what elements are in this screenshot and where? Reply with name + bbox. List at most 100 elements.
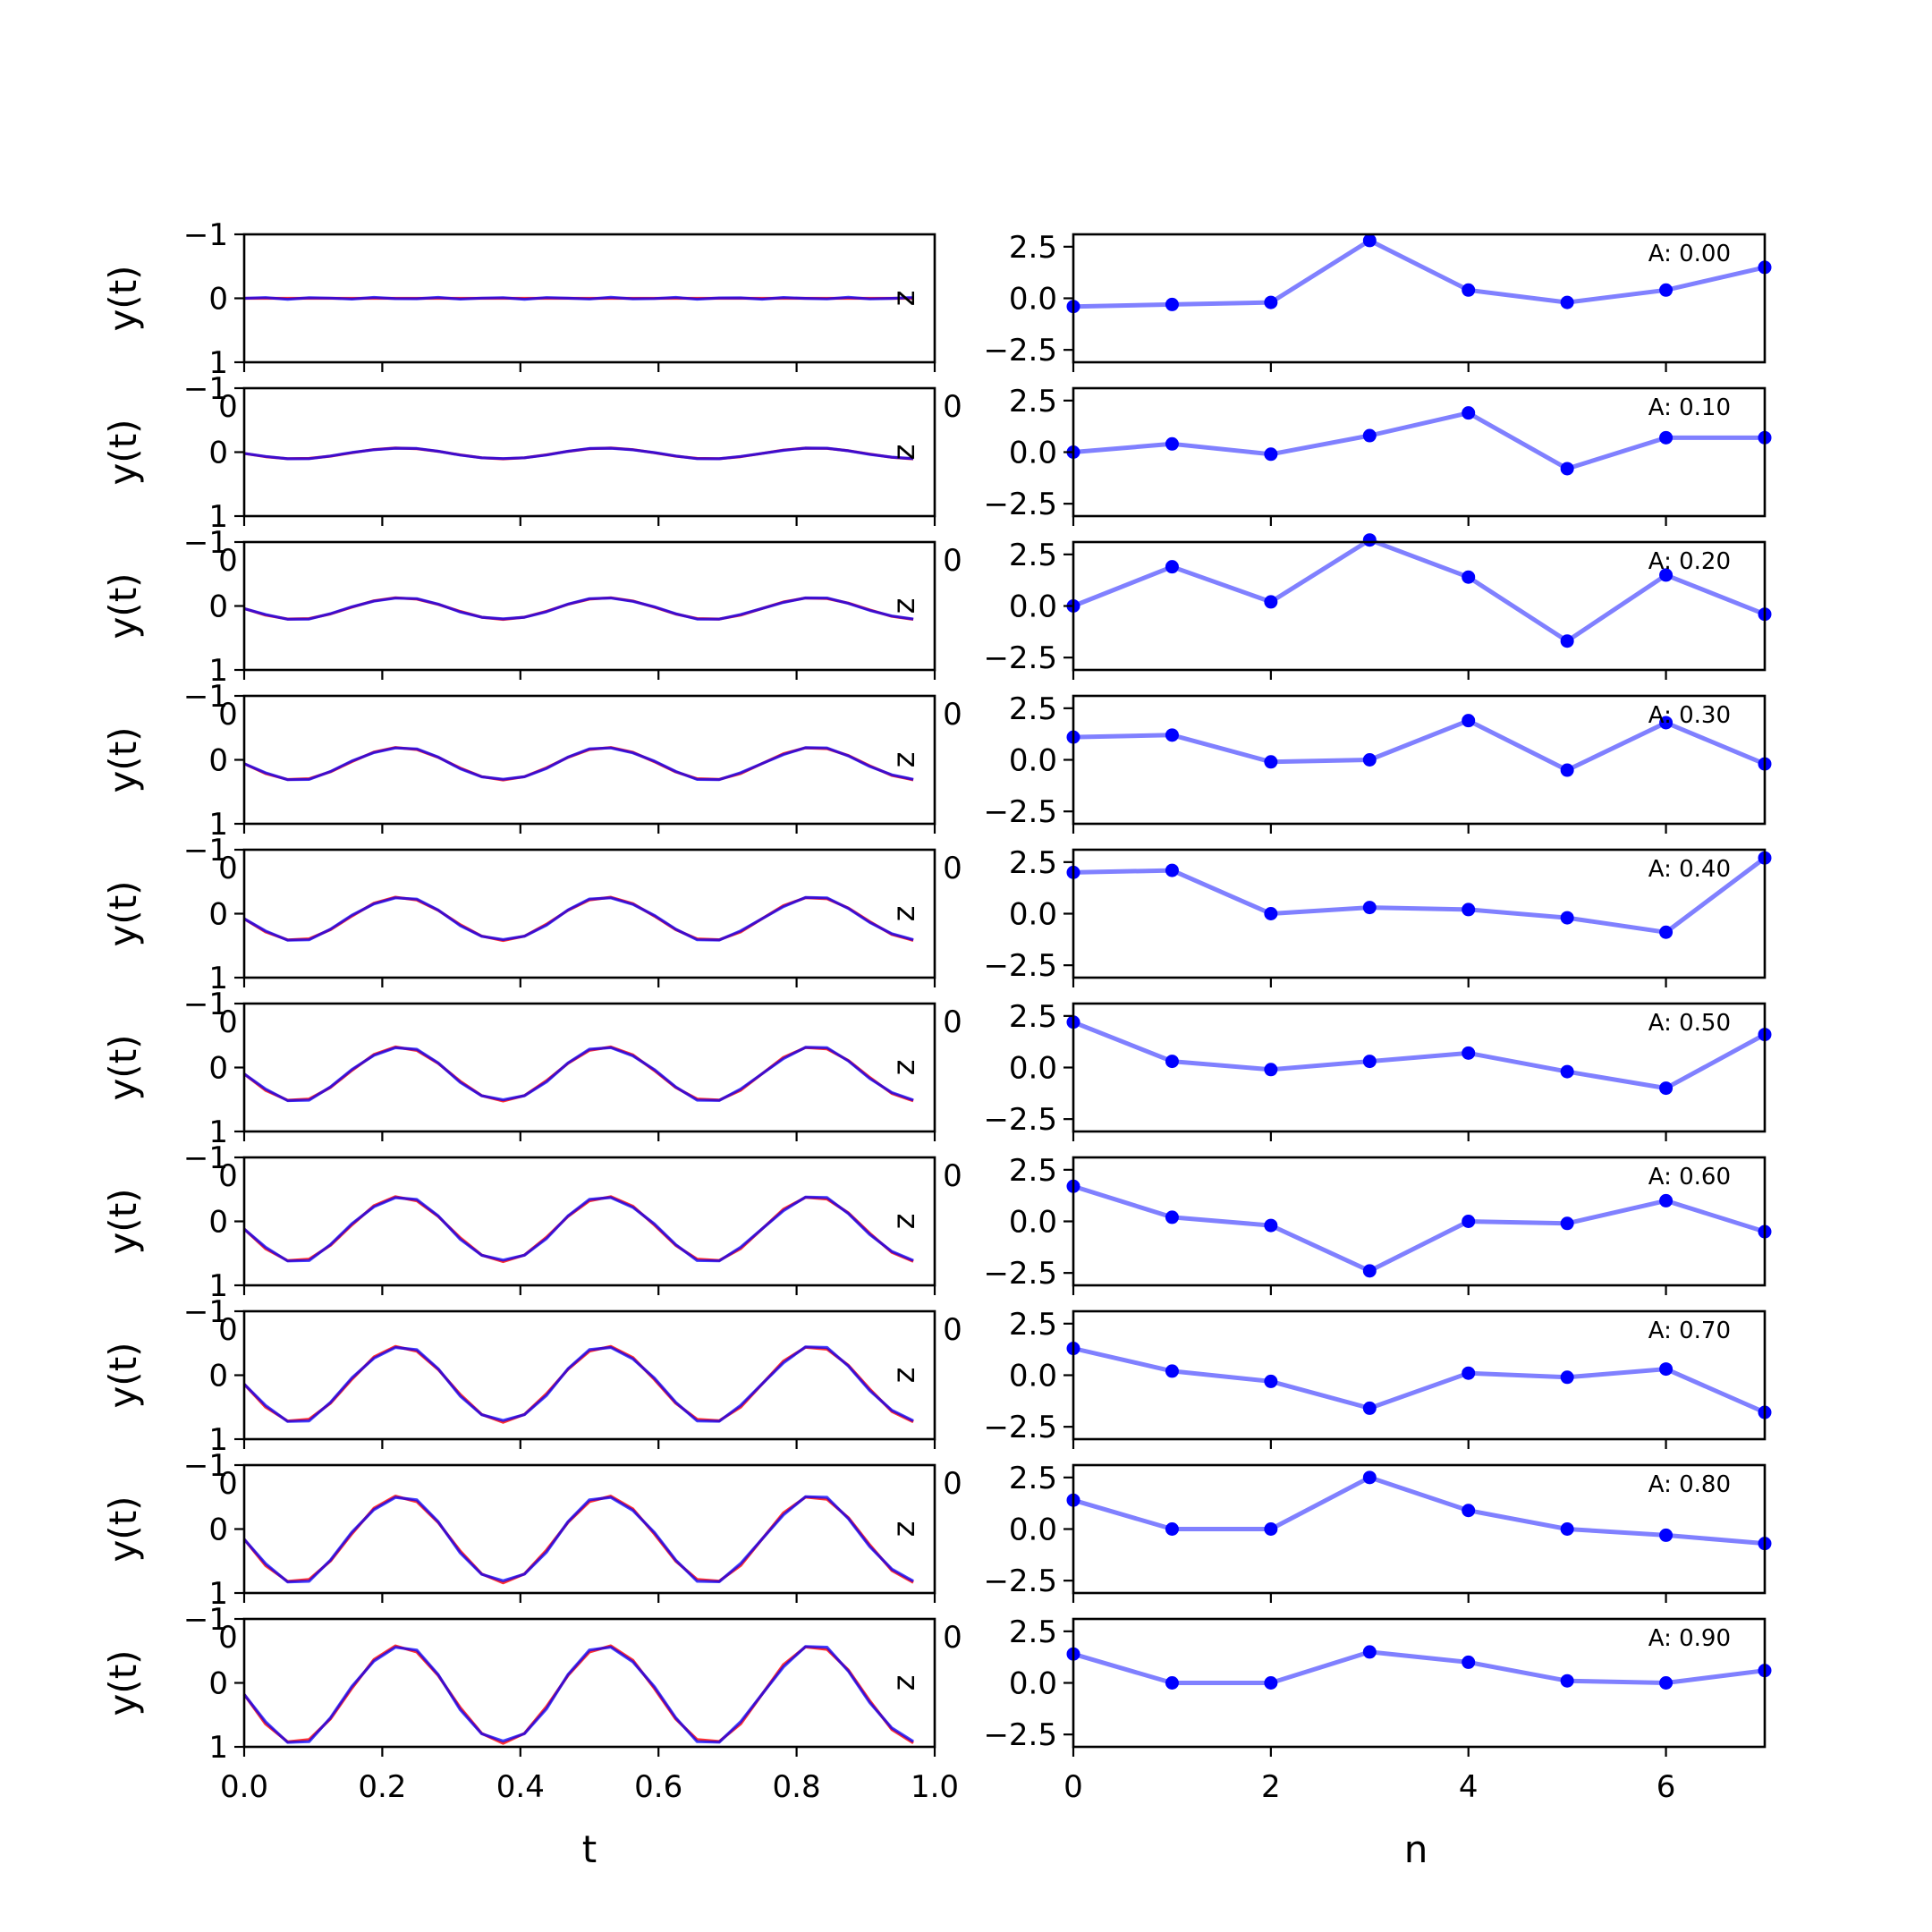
amplitude-annotation: A: 0.70 <box>1648 1318 1731 1344</box>
stray-tick-label: 0 <box>218 1620 238 1656</box>
y-tick-label: 0.0 <box>1009 1205 1057 1241</box>
y-tick-label: 0 <box>208 1359 228 1394</box>
stray-tick-label: 0 <box>943 543 962 579</box>
y-tick-label: 0 <box>208 1513 228 1548</box>
y-tick-label: −2.5 <box>983 640 1057 676</box>
y-tick-label: 1 <box>208 1730 228 1766</box>
amplitude-annotation: A: 0.30 <box>1648 702 1731 729</box>
sequence-point <box>1462 714 1476 728</box>
sequence-point <box>1362 428 1377 443</box>
sequence-point <box>1462 283 1476 297</box>
sequence-point <box>1362 1264 1377 1278</box>
sequence-point <box>1560 911 1574 925</box>
sequence-point <box>1165 1055 1179 1069</box>
y-tick-label: 1 <box>208 1268 228 1304</box>
sequence-point <box>1165 436 1179 451</box>
sequence-point <box>1362 1645 1377 1659</box>
amplitude-annotation: A: 0.00 <box>1648 241 1731 267</box>
amplitude-annotation: A: 0.10 <box>1648 394 1731 421</box>
sequence-point <box>1659 1362 1674 1377</box>
sequence-point <box>1659 925 1674 939</box>
sequence-point <box>1659 1676 1674 1690</box>
y-tick-label: −1 <box>183 371 228 407</box>
stray-tick-label: 0 <box>218 1004 238 1040</box>
sequence-point <box>1462 902 1476 917</box>
stray-tick-label: 0 <box>943 1004 962 1040</box>
sequence-line <box>1072 538 1766 644</box>
z-marker: z <box>886 1060 922 1076</box>
y-tick-label: −1 <box>183 1602 228 1638</box>
sequence-point <box>1165 560 1179 574</box>
y-axis-label: y(t) <box>101 572 145 639</box>
estimate-line <box>243 596 914 621</box>
sequence-point <box>1560 295 1574 309</box>
sequence-line <box>1072 856 1767 935</box>
x-tick-label: 4 <box>1459 1769 1479 1805</box>
estimate-line <box>243 895 914 942</box>
y-axis-label: y(t) <box>101 265 145 331</box>
y-tick-label: −2.5 <box>983 1256 1057 1292</box>
y-tick-label: 1 <box>208 499 228 535</box>
y-tick-label: 1 <box>208 961 228 996</box>
sequence-point <box>1165 863 1179 877</box>
y-tick-label: −2.5 <box>983 1410 1057 1445</box>
y-tick-label: 0.0 <box>1009 1051 1057 1087</box>
x-tick-label: 0.6 <box>634 1769 682 1805</box>
y-tick-label: −2.5 <box>983 487 1057 522</box>
estimate-line <box>242 1195 914 1263</box>
sequence-point <box>1560 763 1574 777</box>
sequence-point <box>1264 447 1278 462</box>
y-tick-label: 2.5 <box>1009 1461 1057 1496</box>
z-marker: z <box>886 291 922 307</box>
right-panel-8: 2.5 0.0 −2.5 A: 0.80 <box>983 1461 1772 1603</box>
amplitude-annotation: A: 0.20 <box>1648 548 1731 575</box>
sequence-point <box>1264 595 1278 609</box>
y-tick-label: 0 <box>208 897 228 933</box>
y-tick-label: 2.5 <box>1009 1153 1057 1189</box>
y-tick-label: −2.5 <box>983 794 1057 830</box>
y-tick-label: 0.0 <box>1009 282 1057 318</box>
right-panel-3: 2.5 0.0 −2.5 A: 0.30 <box>983 691 1772 834</box>
y-tick-label: −2.5 <box>983 1717 1057 1753</box>
y-tick-label: −1 <box>183 1294 228 1330</box>
sequence-point <box>1165 728 1179 742</box>
y-tick-label: 2.5 <box>1009 999 1057 1035</box>
y-tick-label: 2.5 <box>1009 384 1057 419</box>
y-tick-label: 2.5 <box>1009 1307 1057 1343</box>
y-tick-label: 2.5 <box>1009 230 1057 266</box>
y-tick-label: 0 <box>208 436 228 471</box>
z-marker: z <box>886 598 922 614</box>
sequence-point <box>1560 1370 1574 1385</box>
z-marker: z <box>886 1675 922 1691</box>
stray-tick-label: 0 <box>943 851 962 886</box>
sequence-point <box>1362 753 1377 767</box>
sequence-point <box>1659 283 1674 297</box>
z-marker: z <box>886 445 922 461</box>
right-panel-6: 2.5 0.0 −2.5 A: 0.60 <box>983 1153 1772 1295</box>
right-x-axis-label: n <box>1404 1827 1428 1871</box>
stray-tick-label: 0 <box>218 1466 238 1502</box>
estimate-line <box>242 1495 914 1584</box>
y-tick-label: 2.5 <box>1009 1614 1057 1650</box>
sequence-point <box>1560 1674 1574 1688</box>
sequence-point <box>1362 1470 1377 1485</box>
stray-tick-label: 0 <box>218 389 238 425</box>
sequence-point <box>1560 1216 1574 1231</box>
y-tick-label: 0 <box>208 589 228 625</box>
z-marker: z <box>886 906 922 922</box>
y-tick-label: −1 <box>183 1140 228 1176</box>
y-tick-label: −1 <box>183 525 228 561</box>
x-tick-label: 0.8 <box>773 1769 821 1805</box>
sequence-point <box>1462 1504 1476 1518</box>
stray-tick-label: 0 <box>218 543 238 579</box>
y-axis-label: y(t) <box>101 1342 145 1408</box>
y-tick-label: 0.0 <box>1009 436 1057 471</box>
right-column-panels: 2.5 0.0 −2.5 A: 0.00 2.5 0.0 −2.5 A: 0.10 2.5 0.0… <box>983 230 1772 1805</box>
y-tick-label: −1 <box>183 1448 228 1484</box>
y-tick-label: −1 <box>183 679 228 715</box>
